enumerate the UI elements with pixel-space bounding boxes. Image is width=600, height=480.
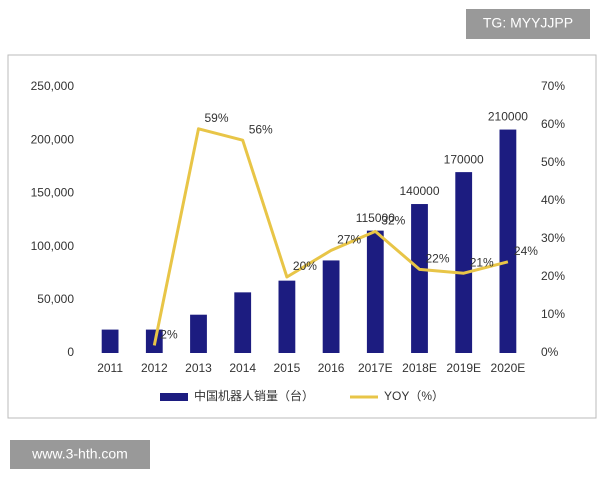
footer-badge: www.3-hth.com [31,446,128,462]
x-tick-label: 2012 [141,361,168,375]
bar [411,204,428,353]
y2-tick-label: 0% [541,345,559,359]
bar [101,329,119,353]
line-value-label: 59% [205,111,229,125]
line-value-label: 56% [249,122,273,136]
y2-tick-label: 30% [541,231,565,245]
x-tick-label: 2019E [446,361,481,375]
y-tick-label: 100,000 [31,239,75,253]
line-value-label: 21% [470,255,494,269]
header-badge: TG: MYYJJPP [483,15,573,31]
x-tick-label: 2018E [402,361,437,375]
y-tick-label: 200,000 [31,132,75,146]
line-value-label: 27% [337,233,361,247]
bar [366,230,384,353]
bar [499,129,517,353]
line-value-label: 24% [514,244,538,258]
x-tick-label: 2014 [229,361,256,375]
bar [234,292,252,353]
bar-value-label: 115000 [356,211,395,225]
y-tick-label: 150,000 [31,186,75,200]
bar [190,314,207,353]
bar-value-label: 140000 [399,184,439,198]
x-tick-label: 2015 [274,361,301,375]
legend-label: 中国机器人销量（台） [194,388,314,403]
footer-badge-bg [10,440,150,469]
x-tick-label: 2011 [97,361,123,375]
bar [278,280,296,353]
chart-frame [7,54,597,419]
y2-tick-label: 70% [541,79,565,93]
x-tick-label: 2016 [318,361,345,375]
y2-tick-label: 10% [541,307,565,321]
y-tick-label: 250,000 [31,79,75,93]
y-tick-label: 50,000 [37,292,74,306]
bar-value-label: 210000 [488,110,528,124]
x-tick-label: 2013 [185,361,212,375]
y2-tick-label: 20% [541,269,565,283]
line-value-label: 2% [160,328,178,342]
legend-swatch [160,393,188,401]
line-value-label: 20% [293,259,317,273]
bar [455,172,473,353]
y-tick-label: 0 [67,345,74,359]
line-value-label: 22% [426,252,450,266]
x-tick-label: 2017E [358,361,393,375]
bar [322,260,340,353]
bar-value-label: 170000 [444,152,484,166]
y2-tick-label: 40% [541,193,565,207]
legend-label: YOY（%） [384,389,444,403]
line-value-label: 32% [381,214,405,228]
y2-tick-label: 50% [541,155,565,169]
y2-tick-label: 60% [541,117,565,131]
header-badge-bg [466,9,590,39]
yoy-line [152,127,509,346]
x-tick-label: 2020E [491,361,526,375]
